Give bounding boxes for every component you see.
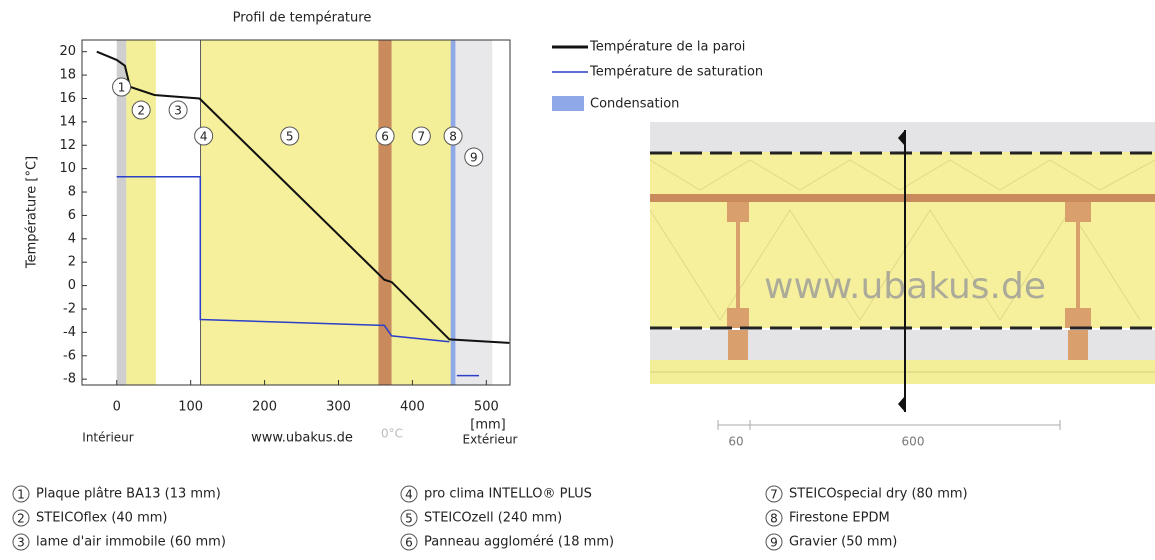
y-tick-label: 8 xyxy=(68,185,76,200)
layer-number: 7 xyxy=(417,130,425,144)
legend-label: pro clima INTELLO® PLUS xyxy=(424,487,592,502)
y-tick-label: 6 xyxy=(68,208,76,223)
layer-number: 6 xyxy=(381,130,389,144)
legend-number: 5 xyxy=(405,512,413,526)
layer-number: 1 xyxy=(118,81,126,95)
legend-marker xyxy=(12,485,30,503)
dimension-label: 600 xyxy=(902,435,925,449)
legend-marker xyxy=(12,533,30,551)
layer xyxy=(155,40,201,385)
legend-label: Température de saturation xyxy=(589,65,763,80)
layer-marker xyxy=(168,100,188,120)
y-tick-label: 12 xyxy=(59,138,76,153)
layer-marker xyxy=(194,126,214,146)
legend-number: 4 xyxy=(405,488,413,502)
y-tick-label: 0 xyxy=(68,278,76,293)
y-tick-label: 2 xyxy=(68,255,76,270)
layer-marker xyxy=(464,147,484,167)
x-tick-label: 200 xyxy=(252,400,277,415)
legend-number: 3 xyxy=(17,536,25,550)
layer xyxy=(116,40,127,385)
legend-label: STEICOflex (40 mm) xyxy=(36,511,167,526)
y-tick-label: 18 xyxy=(59,68,76,83)
legend-swatch xyxy=(552,96,584,111)
y-tick-label: 20 xyxy=(59,44,76,59)
legend-marker xyxy=(765,485,783,503)
legend-marker xyxy=(400,485,418,503)
legend-label: Panneau aggloméré (18 mm) xyxy=(424,535,614,550)
layer xyxy=(126,40,156,385)
y-tick-label: 10 xyxy=(59,161,76,176)
layer xyxy=(378,40,392,385)
x-tick-label: 300 xyxy=(326,400,351,415)
layer-marker xyxy=(131,100,151,120)
legend-number: 6 xyxy=(405,536,413,550)
legend-marker xyxy=(400,509,418,527)
y-tick-label: -6 xyxy=(63,348,76,363)
y-tick-label: 14 xyxy=(59,114,76,129)
layer xyxy=(455,40,493,385)
legend-number: 1 xyxy=(17,488,25,502)
layer-marker xyxy=(443,126,463,146)
legend-marker xyxy=(400,533,418,551)
layer-marker xyxy=(112,77,132,97)
layer-marker xyxy=(280,126,300,146)
layer-marker xyxy=(375,126,395,146)
legend-label: STEICOzell (240 mm) xyxy=(424,511,562,526)
chart-watermark: www.ubakus.de xyxy=(251,431,353,446)
section-diagram xyxy=(649,122,1155,430)
series-line xyxy=(96,50,510,344)
legend-marker xyxy=(765,533,783,551)
x-right-label: Extérieur xyxy=(463,433,518,447)
legend-label: Plaque plâtre BA13 (13 mm) xyxy=(36,487,221,502)
layer-number: 4 xyxy=(200,130,208,144)
legend-label: Firestone EPDM xyxy=(789,511,890,526)
x-tick-label: 0 xyxy=(113,400,121,415)
diagram-watermark: www.ubakus.de xyxy=(764,266,1046,307)
x-unit: [mm] xyxy=(470,418,505,433)
legend-label: lame d'air immobile (60 mm) xyxy=(36,535,226,550)
legend-number: 7 xyxy=(770,488,778,502)
plot-frame xyxy=(81,39,511,386)
series-line xyxy=(116,176,479,377)
y-tick-label: -2 xyxy=(63,301,76,316)
x-left-label: Intérieur xyxy=(82,431,133,445)
layer-number: 8 xyxy=(449,130,457,144)
legend-marker xyxy=(765,509,783,527)
y-tick-label: 16 xyxy=(59,91,76,106)
legend-label: Température de la paroi xyxy=(589,40,745,55)
legend-label: STEICOspecial dry (80 mm) xyxy=(789,487,968,502)
y-axis-label: Température [°C] xyxy=(25,156,40,269)
zero-label: 0°C xyxy=(381,427,403,441)
legend-label: Condensation xyxy=(590,97,679,112)
x-tick-label: 100 xyxy=(178,400,203,415)
chart-title: Profil de température xyxy=(233,11,372,26)
x-tick-label: 400 xyxy=(400,400,425,415)
layer-marker xyxy=(411,126,431,146)
condensation-zone xyxy=(450,40,456,385)
legend-number: 2 xyxy=(17,512,25,526)
layer xyxy=(201,40,379,385)
legend-number: 9 xyxy=(770,536,778,550)
layer-number: 3 xyxy=(174,104,182,118)
y-tick-label: -4 xyxy=(63,325,76,340)
y-tick-label: -8 xyxy=(63,372,76,387)
legend-label: Gravier (50 mm) xyxy=(789,535,897,550)
layer-number: 5 xyxy=(286,130,294,144)
layer-number: 9 xyxy=(470,151,478,165)
x-tick-label: 500 xyxy=(474,400,499,415)
y-tick-label: 4 xyxy=(68,231,76,246)
legend-number: 8 xyxy=(770,512,778,526)
layer-number: 2 xyxy=(137,104,145,118)
legend-marker xyxy=(12,509,30,527)
layer xyxy=(391,40,451,385)
dimension-label: 60 xyxy=(728,435,743,449)
